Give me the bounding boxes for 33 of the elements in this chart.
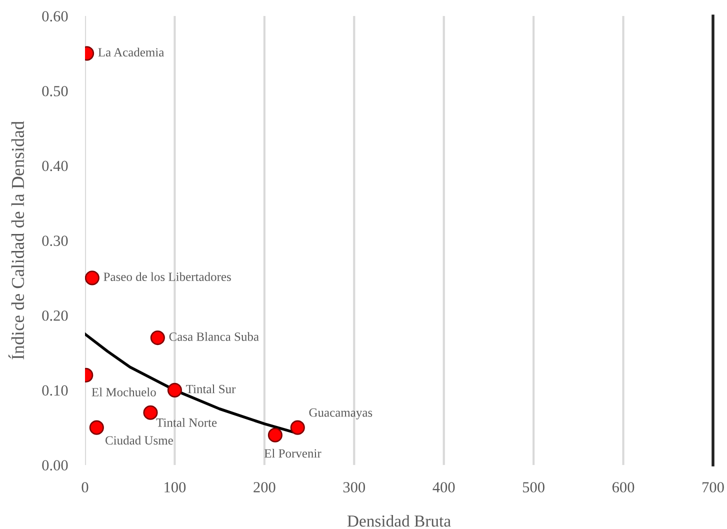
y-axis-title: Índice de Calidad de la Densidad [8,121,24,360]
x-tick-label: 500 [523,482,544,492]
x-tick-label: 300 [343,482,366,492]
annotation: Guacamayas [309,408,372,420]
point [143,405,158,420]
point [268,428,282,442]
annotation: El Mochuelo [92,388,156,396]
x-axis-title: Densidad Bruta [347,514,451,527]
y-tick-label: 0.40 [42,160,68,172]
x-tick-label: 600 [612,482,634,492]
annotation: Paseo de los Libertadores [104,272,231,282]
y-tick-label: 0.00 [42,460,68,471]
point [85,270,100,286]
point [89,420,104,435]
x-tick-label: 400 [432,482,455,492]
point [290,420,305,435]
annotation: Casa Blanca Suba [169,332,259,341]
annotation: Ciudad Usme [106,436,173,445]
y-tick-label: 0.10 [42,385,68,396]
y-tick-label: 0.60 [42,11,68,22]
annotation: Tintal Norte [156,418,217,427]
x-tick-label: 700 [702,482,724,492]
x-tick-label: 100 [164,482,186,492]
annotation: El Porvenir [264,448,322,458]
y-tick-label: 0.20 [42,310,68,321]
annotation: Tintal Sur [186,384,236,394]
point [150,330,165,346]
annotation: La Academia [98,48,164,57]
x-tick-label: 200 [254,482,276,492]
y-tick-label: 0.50 [42,86,68,96]
x-tick-label: 0 [82,482,88,492]
point [167,382,182,398]
y-tick-label: 0.30 [42,236,68,246]
